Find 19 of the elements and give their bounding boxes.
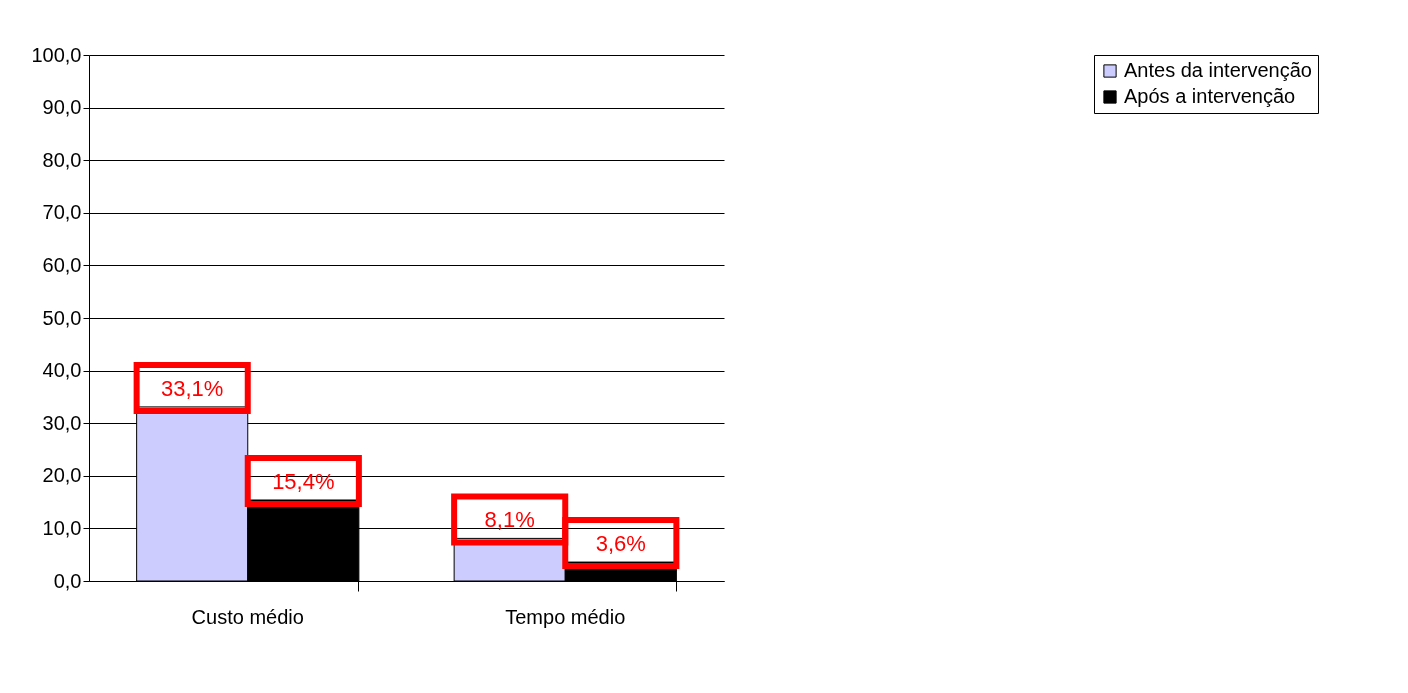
y-tick-label: 0,0	[53, 569, 82, 592]
y-tick-label: 40,0	[42, 359, 82, 382]
x-tick-label: Custo médio	[191, 605, 304, 628]
y-tick-label: 90,0	[42, 96, 82, 119]
y-tick-label: 70,0	[42, 201, 82, 224]
y-tick-label: 80,0	[42, 148, 82, 171]
legend-label: Após a intervenção	[1124, 85, 1296, 107]
y-tick-label: 60,0	[42, 253, 82, 276]
x-tick-label: Tempo médio	[505, 605, 626, 628]
y-tick-label: 20,0	[42, 464, 82, 487]
y-tick-label: 100,0	[31, 43, 82, 66]
data-label: 8,1%	[484, 507, 535, 533]
data-label: 33,1%	[160, 375, 224, 401]
data-label: 3,6%	[595, 531, 646, 557]
data-label: 15,4%	[272, 469, 335, 494]
y-tick-label: 50,0	[42, 306, 82, 329]
legend-label: Antes da intervenção	[1124, 59, 1312, 81]
y-tick-label: 30,0	[42, 411, 82, 434]
y-tick-label: 10,0	[42, 516, 82, 539]
